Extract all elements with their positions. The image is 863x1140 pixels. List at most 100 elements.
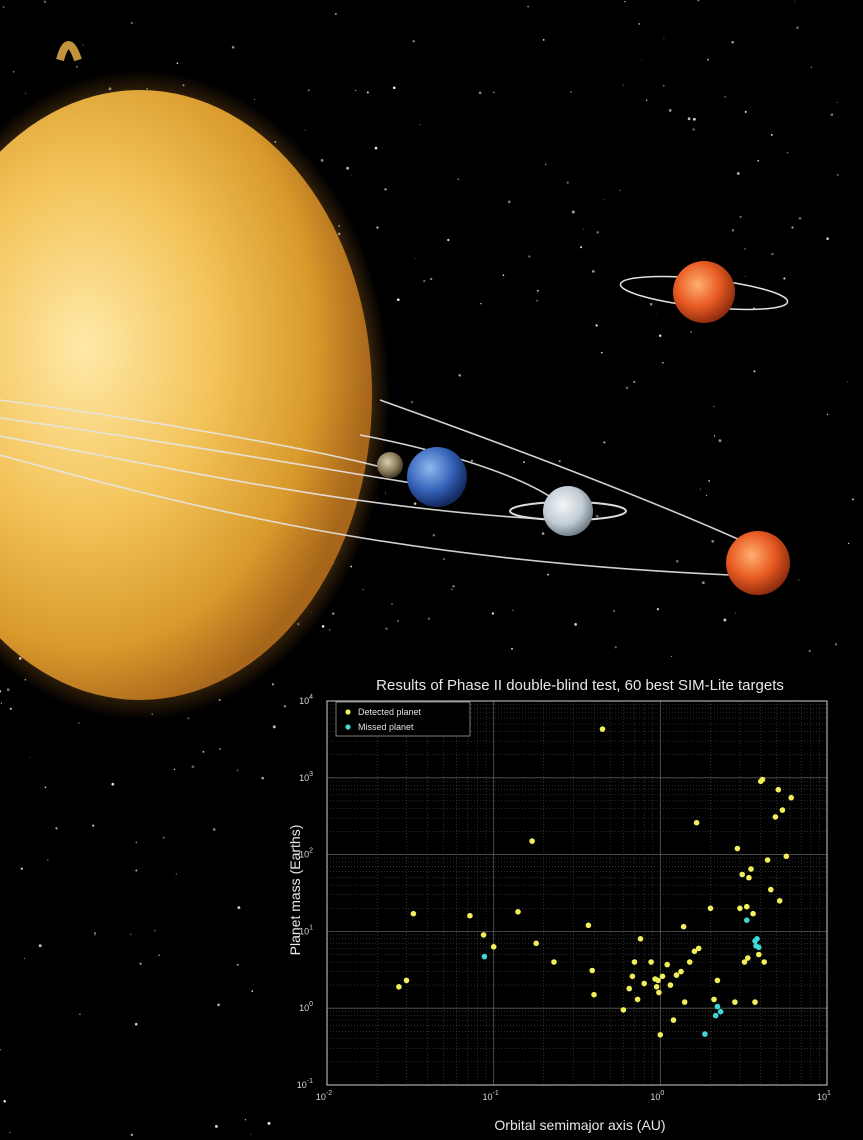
star	[794, 0, 796, 3]
star	[478, 91, 482, 95]
star	[624, 0, 626, 3]
star	[452, 585, 455, 588]
star	[153, 929, 156, 932]
star	[836, 101, 838, 103]
star	[810, 66, 813, 68]
star	[451, 588, 453, 590]
star	[410, 400, 414, 404]
star	[713, 405, 715, 407]
detected-planet-point	[659, 973, 666, 980]
star	[702, 581, 705, 585]
detected-planet-point	[657, 1032, 664, 1038]
star	[640, 59, 642, 61]
star	[690, 330, 693, 334]
star	[645, 99, 648, 101]
detected-planet-point	[695, 945, 702, 952]
star	[731, 229, 735, 232]
detected-planet-point	[772, 814, 779, 820]
star	[130, 1133, 134, 1137]
star	[830, 113, 834, 116]
legend-box	[335, 701, 471, 737]
star	[834, 643, 838, 646]
star	[346, 166, 350, 170]
detected-planet-point	[752, 999, 758, 1005]
star	[687, 117, 691, 121]
star	[29, 757, 31, 759]
star	[244, 1119, 247, 1121]
detected-planet-point	[403, 977, 410, 984]
detected-planet-point	[467, 912, 473, 919]
star	[6, 688, 10, 692]
detected-planet-point	[693, 819, 700, 826]
star	[700, 488, 701, 490]
star	[335, 13, 337, 15]
detected-planet-point	[480, 932, 487, 938]
star	[697, 0, 700, 2]
star	[574, 623, 577, 626]
star	[707, 58, 709, 61]
star	[541, 532, 545, 535]
star	[596, 231, 599, 234]
detected-planet-point	[739, 871, 745, 878]
detected-planet-point	[515, 909, 521, 915]
star	[217, 1003, 220, 1007]
legend-label-detected: Detected planet	[358, 707, 422, 717]
detected-planet-point	[732, 999, 738, 1005]
detected-planet-point	[585, 922, 592, 929]
star	[458, 374, 461, 377]
star	[82, 44, 84, 46]
detected-planet-point	[641, 980, 647, 987]
detected-planet-point	[396, 984, 402, 990]
star	[272, 725, 276, 729]
detected-planet-point	[768, 886, 774, 893]
star	[111, 782, 115, 786]
star	[321, 625, 325, 628]
star	[93, 932, 97, 935]
star	[536, 289, 539, 292]
missed-planet-point	[756, 944, 762, 951]
star	[376, 226, 379, 229]
star	[668, 108, 672, 112]
data-points	[396, 726, 794, 1038]
star	[603, 441, 606, 444]
star	[214, 1124, 218, 1128]
detected-planet-point	[599, 726, 606, 732]
detected-planet-point	[678, 968, 684, 975]
star	[675, 559, 679, 563]
star	[547, 573, 550, 576]
detected-planet-point	[734, 845, 741, 852]
star	[236, 769, 239, 772]
detected-planet-point	[745, 955, 751, 961]
star	[130, 21, 133, 25]
star	[236, 963, 239, 966]
star	[261, 776, 264, 780]
missed-planet-point	[717, 1008, 724, 1015]
missed-planet-point	[754, 936, 760, 942]
star	[251, 990, 254, 992]
star	[175, 873, 177, 875]
detected-planet-point	[670, 1017, 677, 1023]
star	[350, 174, 352, 176]
detected-planet-point	[626, 985, 632, 992]
star	[427, 617, 431, 620]
orbit-paths	[0, 399, 741, 576]
star	[708, 479, 710, 482]
detected-planet-point	[759, 776, 766, 783]
star	[447, 238, 450, 242]
star	[633, 380, 636, 384]
star	[638, 23, 640, 25]
star	[12, 70, 15, 73]
star	[528, 255, 531, 258]
star	[374, 146, 378, 150]
star	[724, 96, 726, 98]
plot-area-frame	[326, 700, 828, 1086]
star	[308, 89, 310, 92]
star	[798, 579, 800, 581]
detected-planet-point	[711, 996, 717, 1003]
star	[219, 748, 222, 751]
star	[0, 1048, 1, 1051]
star	[384, 188, 387, 191]
star	[711, 540, 715, 543]
star	[851, 498, 854, 501]
